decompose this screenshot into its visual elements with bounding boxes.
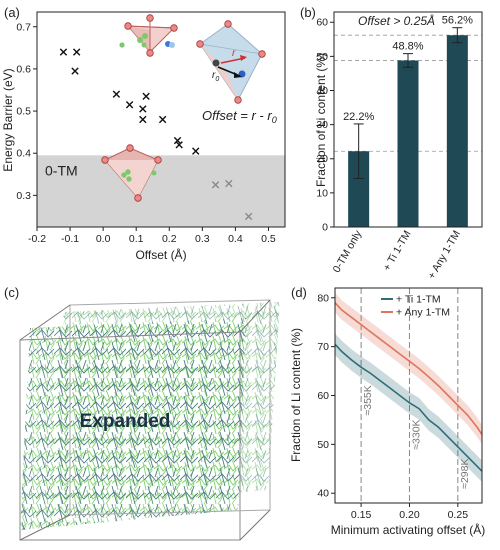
y-tick-label: 50 <box>316 51 328 63</box>
bar-2 <box>446 35 468 228</box>
series-band-0 <box>335 333 482 482</box>
r-label: r <box>232 48 236 59</box>
r0-label: r0 <box>212 70 219 83</box>
scatter-point-0-9 <box>173 136 182 145</box>
y-tick-label: 0.6 <box>16 63 31 75</box>
category-label: + Any 1-TM <box>426 229 463 282</box>
x-tick-label: 0.3 <box>195 233 210 245</box>
value-label: 22.2% <box>343 111 374 123</box>
temperature-label: ≈330K <box>410 419 422 449</box>
x-tick-label: 0.20 <box>399 509 420 521</box>
series-line-1 <box>335 302 482 436</box>
y-tick-label: 0.4 <box>16 148 31 160</box>
x-tick-label: -0.2 <box>28 233 46 245</box>
y-tick-label: 20 <box>316 153 328 165</box>
panel-b-bar: 22.2% 0-TM only 48.8% + Ti 1-TM 56.2% + Any 1… <box>314 11 483 282</box>
y-tick-label: 0.3 <box>16 190 31 202</box>
scatter-point-1-1 <box>225 179 233 188</box>
panel-label-c: (c) <box>4 285 19 300</box>
scatter-point-0-3 <box>112 90 121 98</box>
panel-c-structure: Expanded <box>10 299 280 541</box>
scatter-point-0-0 <box>59 48 68 56</box>
zero-tm-region <box>37 155 285 227</box>
scatter-point-0-8 <box>158 115 167 124</box>
y-tick-label: 60 <box>317 390 329 402</box>
x-tick-label: 0.15 <box>351 509 372 521</box>
y-tick-label: 50 <box>317 439 329 451</box>
scatter-point-0-7 <box>139 115 147 124</box>
series-band-1 <box>335 292 482 445</box>
x-tick-label: -0.1 <box>61 233 79 245</box>
x-tick-label: 0.5 <box>261 233 276 245</box>
bar-1 <box>397 60 419 228</box>
panel-d-line: ≈355K ≈330K ≈298K 0.15 0.20 0.25 40 50 60 70 80 +… <box>289 287 486 537</box>
expanded-label: Expanded <box>80 411 171 432</box>
x-tick-label: 0.2 <box>162 233 177 245</box>
scatter-point-1-2 <box>244 212 253 221</box>
offset-condition: Offset > 0.25Å <box>358 13 435 28</box>
scatter-point-0-1 <box>72 48 81 56</box>
x-tick-label: 0.4 <box>228 233 243 245</box>
scatter-point-0-11 <box>192 147 200 155</box>
tetrahedron-illustration <box>119 14 178 57</box>
offset-formula: Offset = r - r0 <box>202 108 277 125</box>
temperature-label: ≈298K <box>459 459 471 489</box>
zero-tm-label: 0-TM <box>45 162 78 178</box>
legend-label-1: + Any 1-TM <box>396 307 450 319</box>
panel-a-xlabel: Offset (Å) <box>135 247 186 262</box>
scatter-point-1-0 <box>211 181 220 189</box>
offset-illustration: r r0 <box>196 20 266 104</box>
category-label: 0-TM only <box>331 228 365 275</box>
simulation-box <box>19 299 271 541</box>
y-tick-label: 40 <box>316 85 328 97</box>
scatter-point-0-5 <box>139 105 147 113</box>
expanded-network <box>20 302 280 530</box>
panel-label-b: (b) <box>300 5 316 20</box>
series-line-0 <box>335 343 482 472</box>
panel-a-frame <box>36 11 286 228</box>
x-tick-label: 0.1 <box>129 233 144 245</box>
y-tick-label: 80 <box>317 292 329 304</box>
panel-a-ylabel: Energy Barrier (eV) <box>1 68 15 171</box>
panel-label-a: (a) <box>4 5 20 20</box>
panel-b-ylabel: Fraction of Li content (%) <box>314 53 328 187</box>
x-tick-label: 0.25 <box>448 509 469 521</box>
category-label: + Ti 1-TM <box>381 229 414 274</box>
scatter-point-0-10 <box>175 141 183 149</box>
y-tick-label: 70 <box>317 341 329 353</box>
panel-d-legend: + Ti 1-TM+ Any 1-TM <box>381 294 450 319</box>
y-tick-label: 40 <box>317 488 329 500</box>
y-tick-label: 10 <box>316 187 328 199</box>
bar-0 <box>348 151 370 227</box>
scatter-point-0-6 <box>142 92 150 101</box>
scatter-point-0-4 <box>125 101 134 109</box>
legend-label-0: + Ti 1-TM <box>396 294 441 306</box>
scatter-point-0-2 <box>71 67 79 75</box>
y-tick-label: 30 <box>316 119 328 131</box>
panel-d-xlabel: Minimum activating offset (Å) <box>331 522 486 537</box>
y-tick-label: 60 <box>316 17 328 29</box>
y-tick-label: 0 <box>322 222 328 234</box>
x-tick-label: 0.0 <box>96 233 111 245</box>
temperature-label: ≈355K <box>362 385 374 415</box>
panel-a-scatter: -0.2 -0.1 0.0 0.1 0.2 0.3 0.4 0.5 0.3 0.4 0.5 0.6 0.… <box>1 11 286 262</box>
panel-label-d: (d) <box>291 285 307 300</box>
zero-tm-illustration <box>101 144 162 202</box>
panel-d-ylabel: Fraction of Li content (%) <box>289 328 303 462</box>
y-tick-label: 0.5 <box>16 106 31 118</box>
value-label: 48.8% <box>392 41 423 53</box>
value-label: 56.2% <box>442 15 473 27</box>
y-tick-label: 0.7 <box>16 21 31 33</box>
panel-b-frame <box>333 11 483 228</box>
